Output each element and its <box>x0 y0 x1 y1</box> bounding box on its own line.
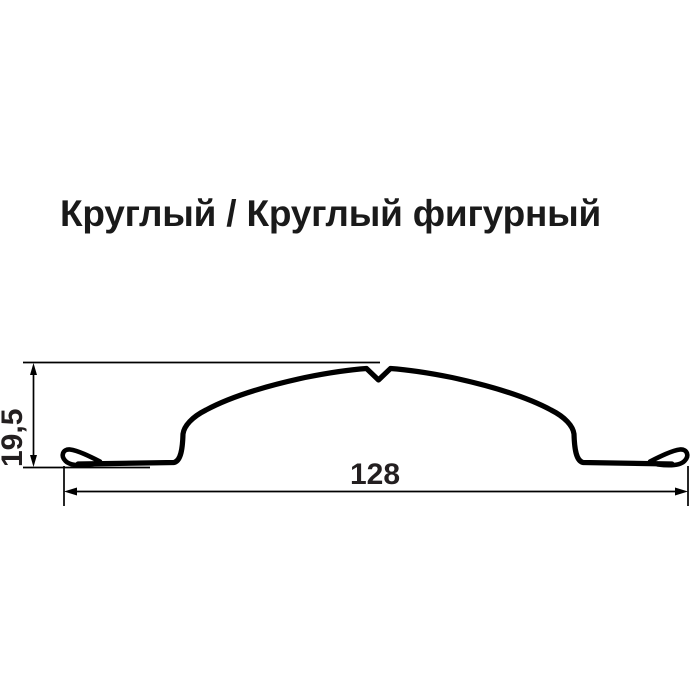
height-arrow-down <box>30 455 37 467</box>
page-title: Круглый / Круглый фигурный <box>60 193 601 234</box>
width-arrow-left <box>64 487 77 496</box>
height-dimension-label: 19,5 <box>0 409 29 467</box>
profile-outline-path <box>75 365 675 467</box>
hem-loop-right <box>647 447 690 468</box>
hem-loop-left <box>60 447 103 468</box>
height-arrow-up <box>30 363 37 375</box>
width-dimension-label: 128 <box>350 458 400 491</box>
width-arrow-right <box>675 487 688 496</box>
